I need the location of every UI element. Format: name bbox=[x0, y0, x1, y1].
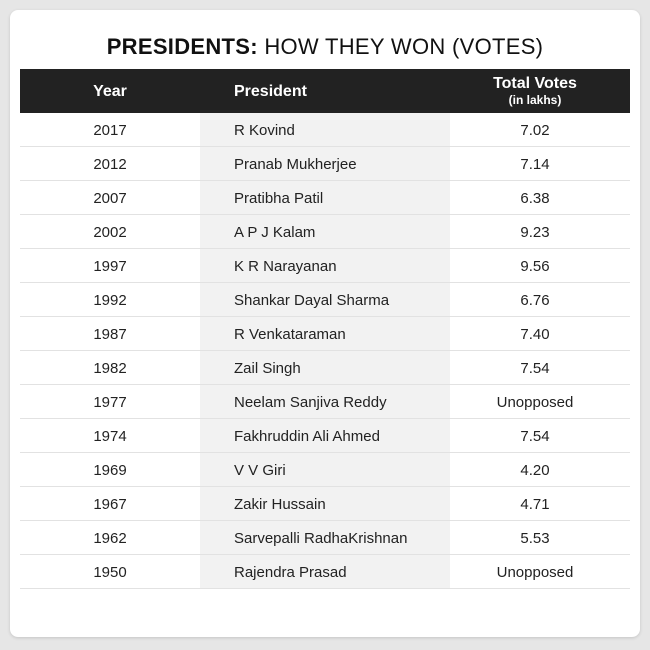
votes-cell: 7.54 bbox=[520, 360, 550, 377]
table-row: 1967 Zakir Hussain 4.71 bbox=[20, 487, 630, 521]
table-row: 1987 R Venkataraman 7.40 bbox=[20, 317, 630, 351]
president-cell: V V Giri bbox=[234, 462, 286, 479]
president-cell: A P J Kalam bbox=[234, 224, 316, 241]
table-header: Year President Total Votes (in lakhs) bbox=[20, 69, 630, 113]
table-row: 1982 Zail Singh 7.54 bbox=[20, 351, 630, 385]
year-cell: 1962 bbox=[93, 530, 127, 547]
year-cell: 1987 bbox=[93, 326, 127, 343]
president-cell: R Kovind bbox=[234, 122, 295, 139]
year-cell: 2017 bbox=[93, 122, 127, 139]
votes-cell: 6.38 bbox=[520, 190, 550, 207]
president-cell: R Venkataraman bbox=[234, 326, 346, 343]
year-cell: 1974 bbox=[93, 428, 127, 445]
votes-cell: 5.53 bbox=[520, 530, 550, 547]
year-cell: 2012 bbox=[93, 156, 127, 173]
year-cell: 1969 bbox=[93, 462, 127, 479]
table-row: 1992 Shankar Dayal Sharma 6.76 bbox=[20, 283, 630, 317]
table-row: 2017 R Kovind 7.02 bbox=[20, 113, 630, 147]
votes-cell: 4.20 bbox=[520, 462, 550, 479]
year-cell: 1967 bbox=[93, 496, 127, 513]
table-row: 1977 Neelam Sanjiva Reddy Unopposed bbox=[20, 385, 630, 419]
year-cell: 1950 bbox=[93, 564, 127, 581]
year-cell: 2007 bbox=[93, 190, 127, 207]
votes-cell: 9.56 bbox=[520, 258, 550, 275]
votes-cell: Unopposed bbox=[496, 564, 574, 581]
table-row: 1997 K R Narayanan 9.56 bbox=[20, 249, 630, 283]
year-cell: 1997 bbox=[93, 258, 127, 275]
president-cell: Fakhruddin Ali Ahmed bbox=[234, 428, 380, 445]
col-subheader: (in lakhs) bbox=[508, 93, 562, 107]
title-rest: HOW THEY WON (VOTES) bbox=[264, 34, 544, 59]
president-cell: Rajendra Prasad bbox=[234, 564, 347, 581]
title: PRESIDENTS: HOW THEY WON (VOTES) bbox=[0, 34, 650, 60]
table-row: 2007 Pratibha Patil 6.38 bbox=[20, 181, 630, 215]
col-header: Year bbox=[93, 83, 127, 100]
year-cell: 1977 bbox=[93, 394, 127, 411]
votes-cell: 4.71 bbox=[520, 496, 550, 513]
year-cell: 1992 bbox=[93, 292, 127, 309]
president-cell: Neelam Sanjiva Reddy bbox=[234, 394, 387, 411]
table-row: 1962 Sarvepalli RadhaKrishnan 5.53 bbox=[20, 521, 630, 555]
votes-cell: 7.14 bbox=[520, 156, 550, 173]
col-header: President bbox=[234, 83, 307, 100]
table-row: 1950 Rajendra Prasad Unopposed bbox=[20, 555, 630, 589]
table-row: 1969 V V Giri 4.20 bbox=[20, 453, 630, 487]
year-cell: 1982 bbox=[93, 360, 127, 377]
president-cell: Sarvepalli RadhaKrishnan bbox=[234, 530, 408, 547]
votes-cell: 6.76 bbox=[520, 292, 550, 309]
president-cell: Pratibha Patil bbox=[234, 190, 324, 207]
president-cell: Shankar Dayal Sharma bbox=[234, 292, 390, 309]
president-cell: Pranab Mukherjee bbox=[234, 156, 357, 173]
table-row: 2012 Pranab Mukherjee 7.14 bbox=[20, 147, 630, 181]
president-cell: Zail Singh bbox=[234, 360, 301, 377]
president-cell: K R Narayanan bbox=[234, 258, 337, 275]
col-header: Total Votes bbox=[493, 75, 577, 92]
table-row: 1974 Fakhruddin Ali Ahmed 7.54 bbox=[20, 419, 630, 453]
president-cell: Zakir Hussain bbox=[234, 496, 326, 513]
table-row: 2002 A P J Kalam 9.23 bbox=[20, 215, 630, 249]
votes-cell: 9.23 bbox=[520, 224, 550, 241]
president-column-bg bbox=[200, 113, 450, 589]
votes-cell: 7.54 bbox=[520, 428, 550, 445]
title-bold: PRESIDENTS: bbox=[106, 34, 258, 59]
year-cell: 2002 bbox=[93, 224, 127, 241]
votes-cell: 7.02 bbox=[520, 122, 550, 139]
votes-cell: Unopposed bbox=[496, 394, 574, 411]
votes-cell: 7.40 bbox=[520, 326, 550, 343]
